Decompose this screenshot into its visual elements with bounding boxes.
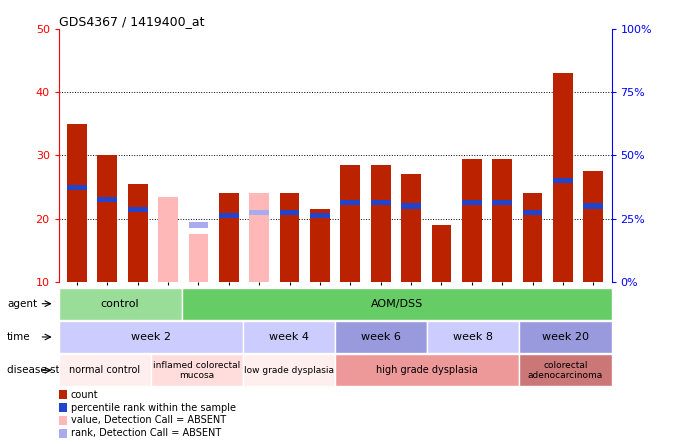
Bar — [310, 209, 330, 282]
Bar — [189, 222, 208, 227]
Text: colorectal
adenocarcinoma: colorectal adenocarcinoma — [528, 361, 603, 380]
Bar — [583, 171, 603, 282]
Bar — [67, 185, 87, 190]
Text: disease state: disease state — [7, 365, 77, 375]
Bar — [553, 73, 573, 282]
Text: agent: agent — [7, 299, 37, 309]
Bar — [462, 200, 482, 206]
Text: GDS4367 / 1419400_at: GDS4367 / 1419400_at — [59, 15, 205, 28]
Bar — [401, 203, 421, 209]
Bar — [522, 210, 542, 215]
Bar — [67, 124, 87, 282]
Bar — [128, 184, 148, 282]
Bar — [280, 194, 299, 282]
Text: value, Detection Call = ABSENT: value, Detection Call = ABSENT — [70, 416, 226, 425]
Bar — [128, 206, 148, 212]
Text: week 4: week 4 — [269, 332, 309, 342]
Text: control: control — [101, 299, 140, 309]
Bar — [59, 428, 67, 438]
Bar — [249, 210, 269, 215]
Bar — [219, 194, 238, 282]
Bar — [310, 213, 330, 218]
Bar — [97, 155, 117, 282]
Text: time: time — [7, 332, 30, 342]
Bar — [219, 213, 238, 218]
Bar — [401, 174, 421, 282]
Bar — [59, 390, 67, 400]
Text: week 6: week 6 — [361, 332, 401, 342]
Text: count: count — [70, 390, 98, 400]
Bar — [59, 416, 67, 425]
Bar — [492, 200, 512, 206]
Text: low grade dysplasia: low grade dysplasia — [244, 366, 334, 375]
Text: inflamed colorectal
mucosa: inflamed colorectal mucosa — [153, 361, 240, 380]
Bar — [59, 403, 67, 412]
Bar — [553, 178, 573, 183]
Text: rank, Detection Call = ABSENT: rank, Detection Call = ABSENT — [70, 428, 221, 438]
Bar — [522, 194, 542, 282]
Bar — [341, 165, 360, 282]
Text: week 2: week 2 — [131, 332, 171, 342]
Bar — [97, 197, 117, 202]
Bar — [371, 200, 390, 206]
Bar — [158, 197, 178, 282]
Bar — [280, 210, 299, 215]
Bar — [462, 159, 482, 282]
Text: high grade dysplasia: high grade dysplasia — [377, 365, 478, 375]
Bar — [583, 203, 603, 209]
Text: normal control: normal control — [69, 365, 140, 375]
Bar — [249, 194, 269, 282]
Text: percentile rank within the sample: percentile rank within the sample — [70, 403, 236, 412]
Text: week 8: week 8 — [453, 332, 493, 342]
Bar — [492, 159, 512, 282]
Text: week 20: week 20 — [542, 332, 589, 342]
Bar — [371, 165, 390, 282]
Bar — [341, 200, 360, 206]
Bar — [432, 225, 451, 282]
Bar — [189, 234, 208, 282]
Text: AOM/DSS: AOM/DSS — [370, 299, 423, 309]
